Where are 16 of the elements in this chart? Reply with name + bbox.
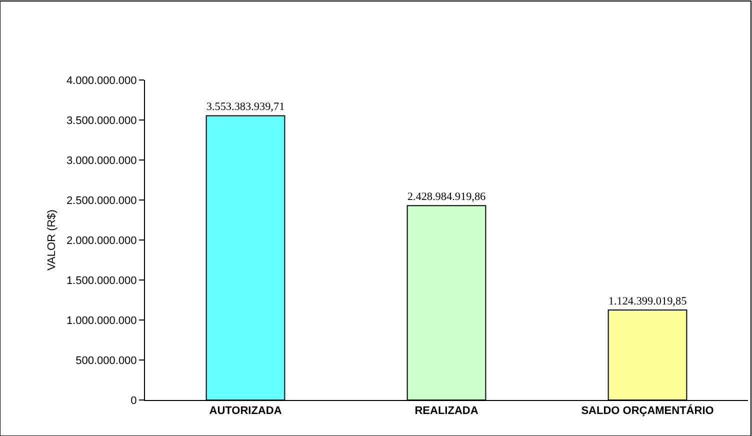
x-tick-label: REALIZADA (414, 405, 478, 418)
y-tick-label: 2.500.000.000 (66, 194, 137, 207)
x-tick-label: AUTORIZADA (209, 405, 282, 418)
y-tick-label: 500.000.000 (76, 354, 137, 367)
y-tick-label: 3.000.000.000 (66, 154, 137, 167)
y-tick-label: 4.000.000.000 (66, 74, 137, 87)
data-label: 1.124.399.019,85 (608, 295, 688, 308)
x-tick-label: SALDO ORÇAMENTÁRIO (581, 404, 714, 418)
y-tick-label: 1.000.000.000 (66, 314, 137, 327)
y-axis-title: VALOR (R$) (46, 210, 58, 270)
y-tick-label: 3.500.000.000 (66, 114, 137, 127)
data-label: 3.553.383.939,71 (206, 100, 285, 113)
y-tick-label: 1.500.000.000 (66, 274, 137, 287)
y-tick-label: 2.000.000.000 (66, 234, 137, 247)
y-tick-label: 0 (130, 394, 137, 407)
data-label: 2.428.984.919,86 (407, 190, 486, 203)
